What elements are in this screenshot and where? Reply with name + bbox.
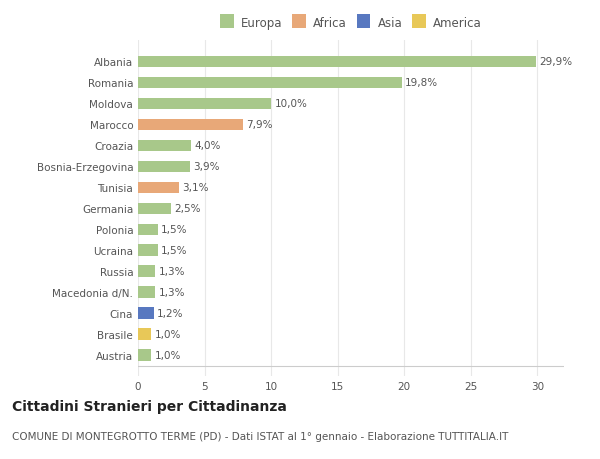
Bar — [138, 308, 154, 319]
Bar — [138, 78, 401, 89]
Text: COMUNE DI MONTEGROTTO TERME (PD) - Dati ISTAT al 1° gennaio - Elaborazione TUTTI: COMUNE DI MONTEGROTTO TERME (PD) - Dati … — [12, 431, 508, 442]
Bar — [138, 329, 151, 340]
Text: 1,3%: 1,3% — [158, 288, 185, 297]
Bar — [138, 182, 179, 194]
Text: 1,3%: 1,3% — [158, 267, 185, 277]
Legend: Europa, Africa, Asia, America: Europa, Africa, Asia, America — [217, 14, 485, 34]
Bar — [138, 56, 536, 68]
Bar — [138, 119, 243, 131]
Bar — [138, 266, 155, 277]
Text: Cittadini Stranieri per Cittadinanza: Cittadini Stranieri per Cittadinanza — [12, 399, 287, 413]
Text: 3,1%: 3,1% — [182, 183, 209, 193]
Text: 2,5%: 2,5% — [175, 204, 201, 214]
Text: 19,8%: 19,8% — [405, 78, 438, 88]
Text: 3,9%: 3,9% — [193, 162, 220, 172]
Bar — [138, 245, 158, 257]
Bar — [138, 350, 151, 361]
Bar — [138, 287, 155, 298]
Text: 1,0%: 1,0% — [155, 330, 181, 340]
Text: 1,2%: 1,2% — [157, 308, 184, 319]
Text: 1,5%: 1,5% — [161, 246, 188, 256]
Bar — [138, 203, 171, 215]
Text: 7,9%: 7,9% — [247, 120, 273, 130]
Text: 1,5%: 1,5% — [161, 225, 188, 235]
Text: 10,0%: 10,0% — [274, 99, 307, 109]
Text: 1,0%: 1,0% — [155, 350, 181, 360]
Text: 29,9%: 29,9% — [539, 57, 572, 67]
Text: 4,0%: 4,0% — [194, 141, 221, 151]
Bar — [138, 224, 158, 235]
Bar — [138, 140, 191, 152]
Bar — [138, 161, 190, 173]
Bar — [138, 98, 271, 110]
